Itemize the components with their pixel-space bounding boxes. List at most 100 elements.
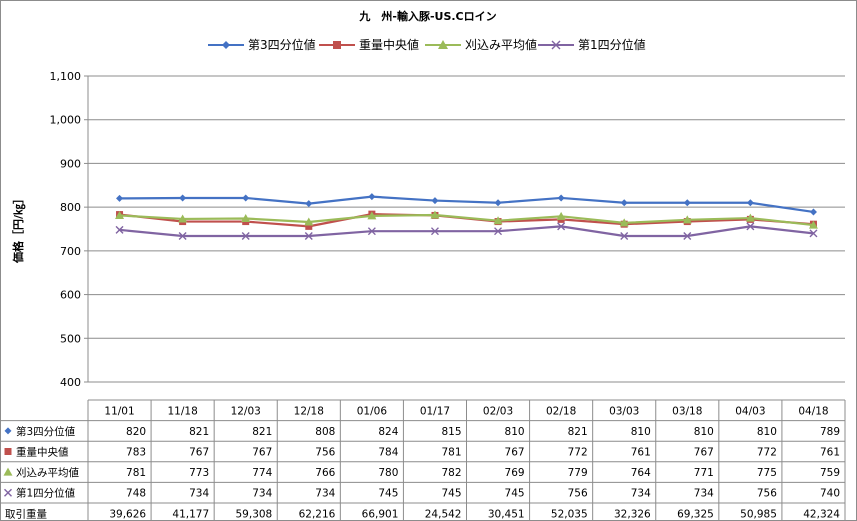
- x-tick-label: 01/17: [420, 405, 450, 417]
- data-label: 39,626: [109, 508, 146, 520]
- data-point: [745, 213, 755, 222]
- data-label: 774: [252, 467, 272, 479]
- table-row-label: 重量中央値: [16, 446, 69, 459]
- data-point: [556, 211, 566, 220]
- data-label: 764: [631, 467, 651, 479]
- data-label: 808: [315, 426, 335, 438]
- data-label: 769: [505, 467, 525, 479]
- x-tick-label: 03/03: [609, 405, 639, 417]
- data-point: [430, 210, 440, 219]
- y-tick-label: 700: [60, 245, 81, 258]
- data-label: 779: [568, 467, 588, 479]
- data-label: 773: [189, 467, 209, 479]
- chart-title: 九 州-輸入豚-US.Cロイン: [358, 9, 496, 23]
- data-label: 782: [441, 467, 461, 479]
- data-label: 42,324: [803, 508, 840, 520]
- series-square: [116, 210, 817, 230]
- data-point: [494, 227, 503, 236]
- y-tick-label: 1,100: [50, 70, 82, 83]
- y-tick-label: 500: [60, 332, 81, 345]
- table-row-label: 取引重量: [5, 507, 47, 520]
- data-label: 69,325: [677, 508, 714, 520]
- legend-label: 重量中央値: [359, 37, 419, 52]
- data-point: [305, 222, 313, 230]
- data-label: 767: [252, 447, 272, 459]
- y-tick-label: 1,000: [50, 114, 82, 127]
- legend-marker: [438, 40, 448, 49]
- data-label: 734: [315, 488, 335, 500]
- data-label: 771: [694, 467, 714, 479]
- data-point: [746, 222, 755, 231]
- data-point: [179, 194, 187, 202]
- table-legend-key: [4, 448, 12, 455]
- data-label: 780: [378, 467, 398, 479]
- gridlines: [88, 75, 845, 383]
- y-axis: 400 500 600 700 800 900 1,000 1,100: [50, 70, 89, 389]
- x-tick-label: 11/18: [167, 405, 197, 417]
- data-label: 52,035: [551, 508, 588, 520]
- x-tick-label: 02/03: [483, 405, 513, 417]
- y-tick-label: 900: [60, 157, 81, 170]
- data-point: [430, 227, 439, 236]
- data-point: [368, 193, 376, 201]
- data-label: 734: [631, 488, 651, 500]
- data-label: 59,308: [236, 508, 273, 520]
- series-x: [115, 222, 818, 240]
- data-label: 772: [568, 447, 588, 459]
- data-point: [682, 215, 692, 224]
- data-point: [746, 199, 754, 207]
- x-tick-label: 11/01: [104, 405, 134, 417]
- data-point: [241, 214, 251, 223]
- data-point: [620, 199, 628, 207]
- legend-item: 第1四分位値: [538, 37, 646, 52]
- data-point: [808, 220, 818, 229]
- legend-label: 刈込み平均値: [465, 37, 537, 52]
- data-point: [367, 211, 377, 220]
- y-tick-label: 400: [60, 376, 81, 389]
- table-row-label: 第1四分位値: [16, 487, 76, 500]
- legend-item: 重量中央値: [319, 37, 419, 52]
- legend-item: 第3四分位値: [208, 37, 316, 52]
- data-label: 775: [757, 467, 777, 479]
- data-label: 815: [441, 426, 461, 438]
- data-point: [305, 200, 313, 208]
- data-point: [494, 199, 502, 207]
- data-table: 11/01 11/18 12/03 12/18 01/06 01/17 02/03 02/18…: [0, 399, 846, 521]
- data-label: 767: [505, 447, 525, 459]
- legend-marker: [333, 41, 341, 49]
- data-point: [683, 231, 692, 240]
- data-label: 756: [757, 488, 777, 500]
- data-point: [557, 222, 566, 231]
- x-tick-label: 12/18: [294, 405, 324, 417]
- x-tick-label: 04/18: [798, 405, 828, 417]
- data-label: 810: [505, 426, 525, 438]
- legend-marker: [551, 40, 561, 50]
- legend-marker: [222, 41, 230, 49]
- legend-item: 刈込み平均値: [425, 37, 537, 52]
- table-legend-key: [3, 467, 13, 476]
- data-point: [809, 229, 818, 238]
- data-label: 50,985: [740, 508, 777, 520]
- data-label: 781: [441, 447, 461, 459]
- data-label: 772: [757, 447, 777, 459]
- data-label: 734: [252, 488, 272, 500]
- table-row-label: 第3四分位値: [16, 425, 76, 438]
- data-label: 810: [757, 426, 777, 438]
- data-label: 756: [568, 488, 588, 500]
- data-point: [178, 231, 187, 240]
- data-label: 748: [126, 488, 146, 500]
- data-label: 767: [189, 447, 209, 459]
- data-point: [620, 231, 629, 240]
- data-label: 745: [378, 488, 398, 500]
- data-point: [242, 194, 250, 202]
- series-triangle: [115, 210, 818, 229]
- data-point: [367, 227, 376, 236]
- data-label: 821: [189, 426, 209, 438]
- data-label: 66,901: [362, 508, 399, 520]
- data-label: 821: [568, 426, 588, 438]
- series-diamond: [116, 193, 817, 216]
- data-label: 745: [441, 488, 461, 500]
- legend-label: 第1四分位値: [578, 37, 646, 52]
- data-label: 734: [189, 488, 209, 500]
